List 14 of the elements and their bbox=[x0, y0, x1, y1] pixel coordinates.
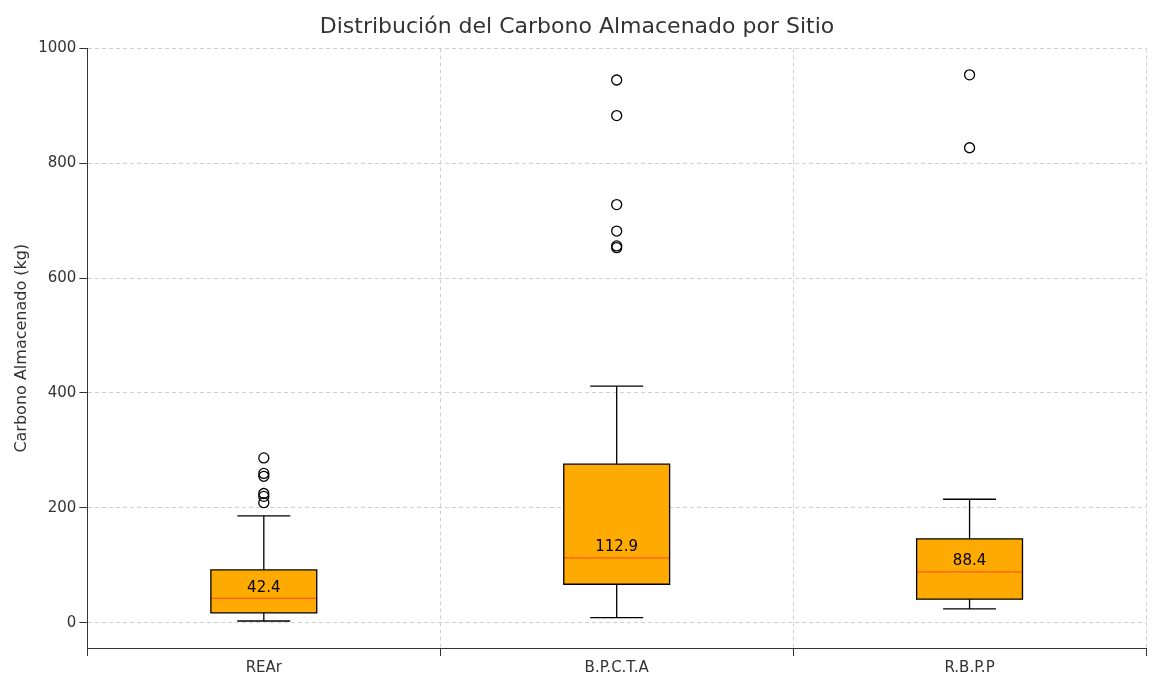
y-tick-label: 0 bbox=[66, 612, 77, 631]
text: 88.4 bbox=[952, 551, 987, 570]
chart-title: Distribución del Carbono Almacenado por Sitio bbox=[319, 12, 835, 38]
x-tick-label: B.P.C.T.A bbox=[584, 657, 650, 676]
y-tick-label: 400 bbox=[47, 382, 77, 401]
y-tick-label: 1000 bbox=[38, 38, 77, 57]
y-tick-label: 600 bbox=[47, 268, 77, 287]
y-tick-label: 200 bbox=[47, 497, 77, 516]
text: 112.9 bbox=[595, 537, 639, 556]
x-tick-label: REAr bbox=[245, 657, 283, 676]
y-tick-label: 800 bbox=[47, 153, 77, 172]
y-axis-title: Carbono Almacenado (kg) bbox=[10, 243, 30, 453]
text: 42.4 bbox=[247, 577, 281, 596]
x-tick-label: R.B.P.P bbox=[944, 657, 995, 676]
